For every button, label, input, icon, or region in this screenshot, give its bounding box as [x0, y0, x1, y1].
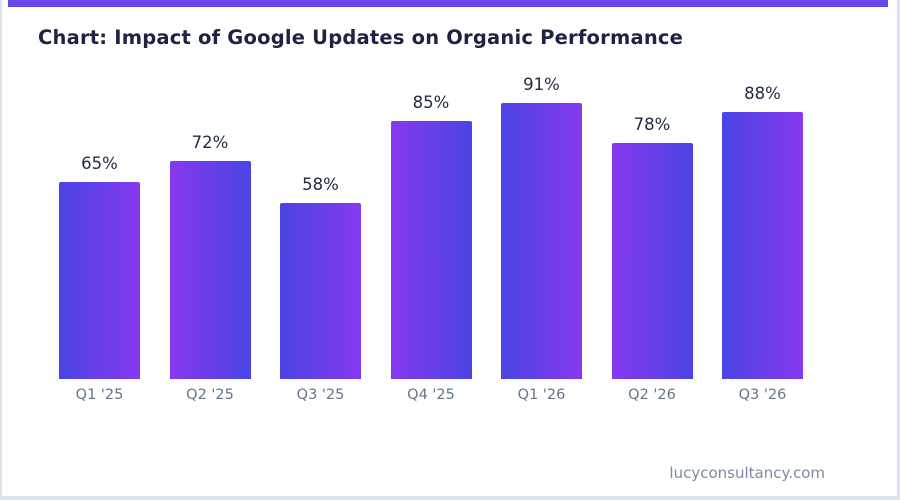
x-axis-label: Q3 '26: [738, 387, 787, 403]
x-axis-label: Q3 '25: [296, 387, 345, 403]
footer-watermark: lucyconsultancy.com: [669, 464, 825, 482]
bar-group: 85% Q4 '25: [390, 93, 472, 403]
bar-value-label: 91%: [523, 75, 560, 94]
x-axis-label: Q4 '25: [407, 387, 455, 403]
bar: [169, 161, 251, 379]
bar: [280, 203, 361, 379]
bar-value-label: 88%: [744, 84, 781, 103]
bar-value-label: 58%: [302, 175, 339, 194]
top-accent-bar: [8, 0, 888, 7]
x-axis-label: Q1 '25: [75, 387, 124, 403]
bar-group: 72% Q2 '25: [169, 133, 251, 403]
chart-title: Chart: Impact of Google Updates on Organ…: [38, 26, 684, 49]
bar-group: 58% Q3 '25: [280, 175, 361, 403]
bar: [390, 121, 472, 379]
bar-group: 78% Q2 '26: [611, 115, 693, 403]
bar-value-label: 65%: [81, 154, 118, 173]
x-axis-label: Q2 '25: [186, 387, 234, 403]
bar-value-label: 72%: [191, 133, 229, 152]
bar-group: 88% Q3 '26: [722, 84, 803, 403]
bar: [501, 103, 582, 379]
bar-value-label: 85%: [412, 93, 450, 112]
bar: [611, 143, 693, 379]
bar-value-label: 78%: [633, 115, 671, 134]
x-axis-label: Q1 '26: [517, 387, 566, 403]
bar: [59, 182, 140, 379]
bar-group: 91% Q1 '26: [501, 75, 582, 403]
bar: [722, 112, 803, 379]
bar-group: 65% Q1 '25: [59, 154, 140, 403]
bar-chart: 65% Q1 '25 72% Q2 '25 58% Q3 '25 85% Q4 '25 91% Q…: [59, 75, 803, 403]
x-axis-label: Q2 '26: [628, 387, 676, 403]
